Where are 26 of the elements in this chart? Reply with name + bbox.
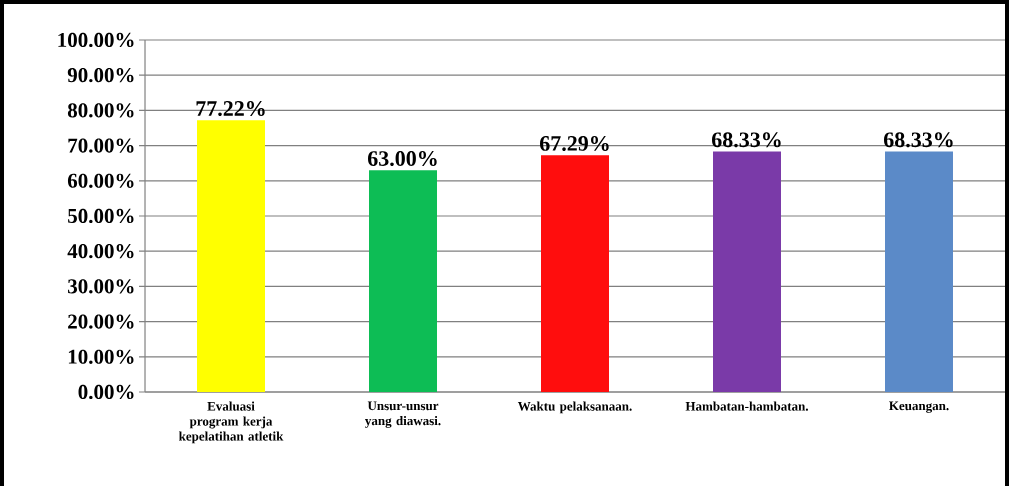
data-label: 68.33% bbox=[712, 132, 781, 148]
data-label: 63.00% bbox=[368, 151, 437, 167]
bar bbox=[197, 120, 266, 392]
y-tick-label: 40.00% bbox=[67, 244, 134, 259]
bar bbox=[713, 151, 781, 392]
data-label: 68.33% bbox=[884, 132, 953, 148]
data-label: 77.22% bbox=[196, 101, 265, 116]
y-tick-label: 50.00% bbox=[68, 208, 134, 224]
y-tick-label: 30.00% bbox=[68, 279, 134, 294]
y-tick-label: 20.00% bbox=[68, 314, 134, 329]
x-tick-label: Hambatan-hambatan. bbox=[685, 401, 808, 411]
x-tick-label: Keuangan. bbox=[889, 401, 949, 413]
bar bbox=[885, 151, 953, 392]
x-tick-label: Waktu pelaksanaan. bbox=[517, 401, 632, 414]
y-tick-label: 100.00% bbox=[58, 32, 134, 48]
y-tick-label: 10.00% bbox=[68, 349, 134, 364]
bar bbox=[541, 155, 609, 392]
y-tick-label: 60.00% bbox=[67, 173, 134, 188]
x-tick-label: Unsur-unsur yang diawasi. bbox=[365, 401, 441, 428]
x-tick-label: Evaluasi program kerja kepelatihan atletik bbox=[178, 401, 284, 444]
y-tick-label: 90.00% bbox=[67, 68, 134, 83]
y-tick-label: 0.00% bbox=[78, 384, 134, 400]
y-tick-label: 70.00% bbox=[68, 138, 134, 153]
bar bbox=[369, 170, 438, 392]
data-label: 67.29% bbox=[540, 135, 609, 151]
y-tick-label: 80.00% bbox=[67, 103, 134, 118]
